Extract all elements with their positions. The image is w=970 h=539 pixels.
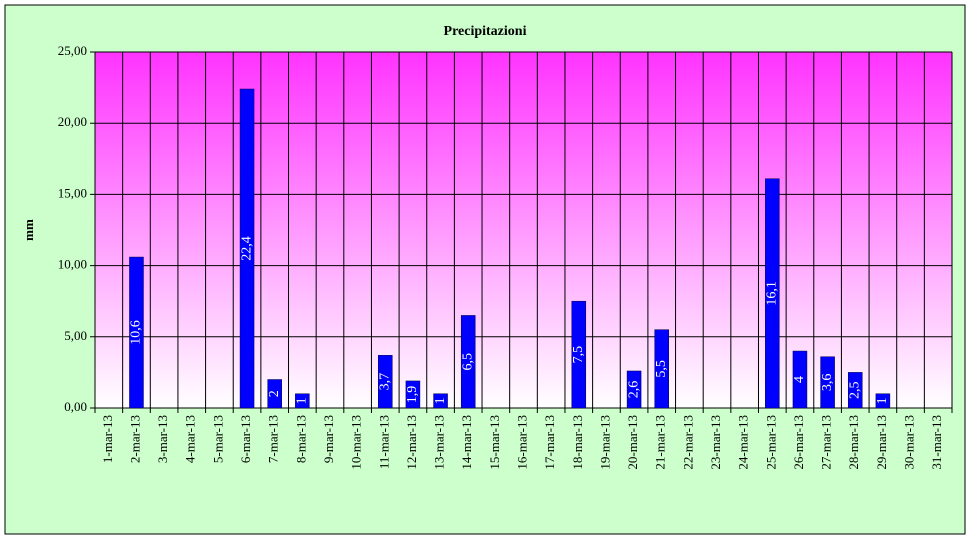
plot-area	[95, 52, 952, 408]
x-tick-label: 12-mar-13	[404, 415, 419, 470]
y-tick-label: 20,00	[58, 114, 87, 129]
bar	[460, 315, 476, 409]
data-label: 16,1	[765, 281, 780, 306]
bar	[626, 370, 642, 409]
x-tick-label: 30-mar-13	[902, 415, 917, 470]
x-tick-label: 19-mar-13	[597, 415, 612, 470]
bar	[295, 393, 310, 409]
x-tick-label: 22-mar-13	[680, 415, 695, 470]
x-tick-label: 6-mar-13	[238, 415, 253, 463]
data-label: 22,4	[239, 236, 254, 261]
bar	[792, 350, 808, 409]
x-tick-label: 29-mar-13	[874, 415, 889, 470]
x-tick-label: 10-mar-13	[349, 415, 364, 470]
data-label: 1	[295, 397, 310, 404]
bar	[875, 393, 891, 409]
data-label: 3,6	[820, 374, 835, 392]
x-tick-label: 17-mar-13	[542, 415, 557, 470]
x-tick-label: 15-mar-13	[487, 415, 502, 470]
bar	[405, 380, 421, 409]
bar	[267, 379, 282, 409]
x-tick-label: 14-mar-13	[459, 415, 474, 470]
x-tick-label: 26-mar-13	[791, 415, 806, 470]
x-tick-label: 23-mar-13	[708, 415, 723, 470]
bar	[765, 178, 780, 409]
x-tick-label: 8-mar-13	[293, 415, 308, 463]
data-label: 2,6	[626, 381, 641, 399]
y-tick-label: 25,00	[58, 43, 87, 58]
x-tick-label: 24-mar-13	[736, 415, 751, 470]
bar	[239, 88, 255, 409]
x-tick-label: 31-mar-13	[929, 415, 944, 470]
bar	[129, 256, 144, 409]
x-tick-label: 21-mar-13	[653, 415, 668, 470]
bar	[433, 393, 448, 409]
x-tick-label: 2-mar-13	[127, 415, 142, 463]
x-tick-label: 27-mar-13	[819, 415, 834, 470]
data-label: 6,5	[460, 353, 475, 371]
y-tick-label: 5,00	[64, 328, 87, 343]
x-tick-label: 11-mar-13	[376, 415, 391, 469]
data-label: 4	[792, 376, 807, 383]
chart-title: Precipitazioni	[444, 24, 527, 39]
data-label: 1	[433, 397, 448, 404]
x-tick-label: 9-mar-13	[321, 415, 336, 463]
x-tick-label: 3-mar-13	[155, 415, 170, 463]
data-label: 1,9	[405, 386, 420, 404]
x-tick-label: 7-mar-13	[266, 415, 281, 463]
x-tick-label: 20-mar-13	[625, 415, 640, 470]
y-axis-label: mm	[21, 219, 36, 241]
data-label: 2	[267, 390, 282, 397]
x-tick-label: 25-mar-13	[763, 415, 778, 470]
x-tick-label: 18-mar-13	[570, 415, 585, 470]
data-label: 3,7	[377, 373, 392, 391]
bar	[654, 329, 669, 409]
data-label: 7,5	[571, 346, 586, 364]
y-tick-label: 10,00	[58, 257, 87, 272]
data-label: 5,5	[654, 360, 669, 378]
y-tick-label: 15,00	[58, 185, 87, 200]
data-label: 10,6	[129, 320, 144, 345]
data-label: 1	[875, 397, 890, 404]
x-tick-label: 28-mar-13	[846, 415, 861, 470]
bar	[820, 356, 835, 409]
x-tick-label: 4-mar-13	[183, 415, 198, 463]
y-tick-label: 0,00	[64, 399, 87, 414]
bar	[847, 372, 863, 409]
x-tick-label: 1-mar-13	[100, 415, 115, 463]
x-tick-label: 16-mar-13	[514, 415, 529, 470]
x-tick-label: 13-mar-13	[432, 415, 447, 470]
bar	[378, 355, 393, 409]
x-tick-label: 5-mar-13	[210, 415, 225, 463]
bar	[571, 300, 587, 409]
data-label: 2,5	[847, 381, 862, 399]
